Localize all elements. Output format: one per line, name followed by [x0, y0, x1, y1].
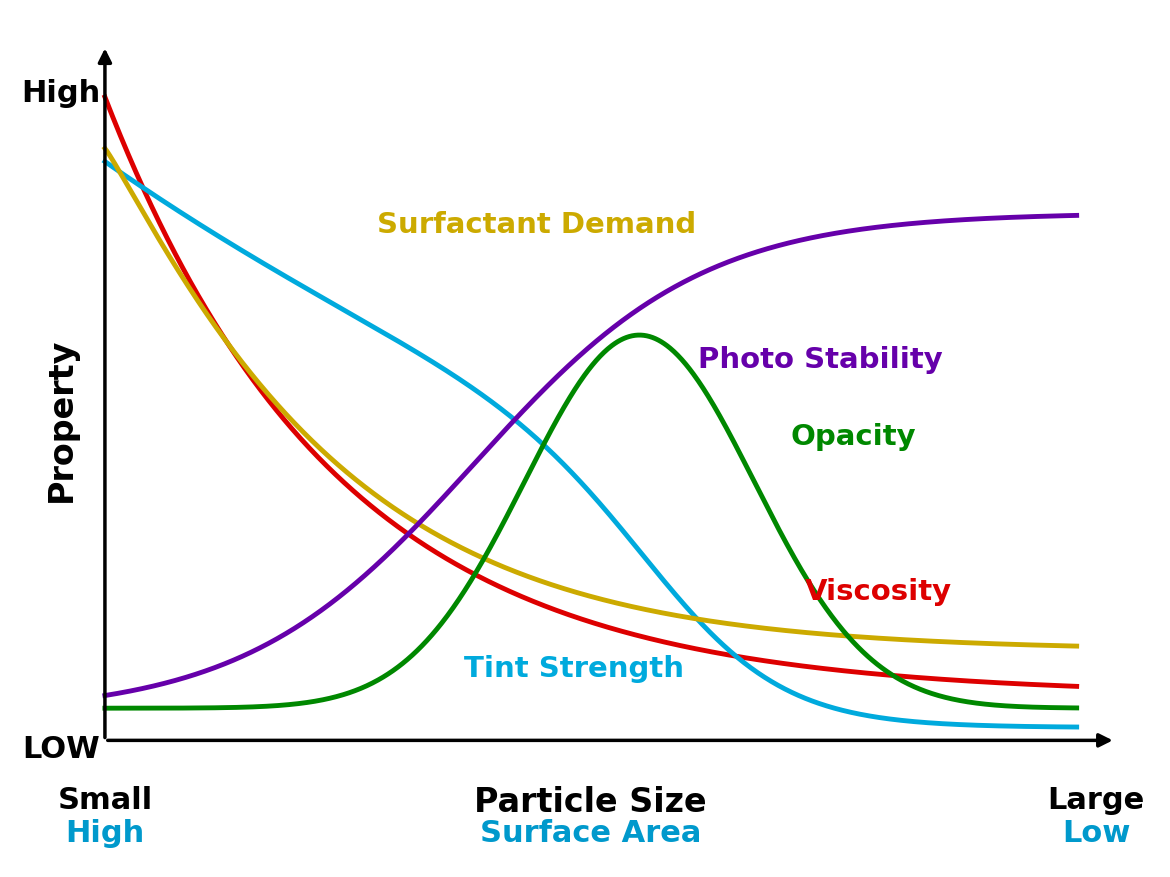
- Text: Tint Strength: Tint Strength: [464, 654, 684, 682]
- Text: Property: Property: [44, 337, 77, 502]
- Text: Surface Area: Surface Area: [480, 817, 702, 846]
- Text: Viscosity: Viscosity: [805, 577, 951, 605]
- Text: Large: Large: [1047, 786, 1144, 815]
- Text: Low: Low: [1062, 817, 1130, 846]
- Text: Photo Stability: Photo Stability: [697, 346, 943, 374]
- Text: Opacity: Opacity: [790, 423, 916, 451]
- Text: Surfactant Demand: Surfactant Demand: [377, 210, 696, 239]
- Text: Small: Small: [57, 786, 152, 815]
- Text: LOW: LOW: [22, 734, 101, 763]
- Text: Particle Size: Particle Size: [475, 786, 707, 818]
- Text: High: High: [66, 817, 145, 846]
- Text: High: High: [21, 79, 101, 108]
